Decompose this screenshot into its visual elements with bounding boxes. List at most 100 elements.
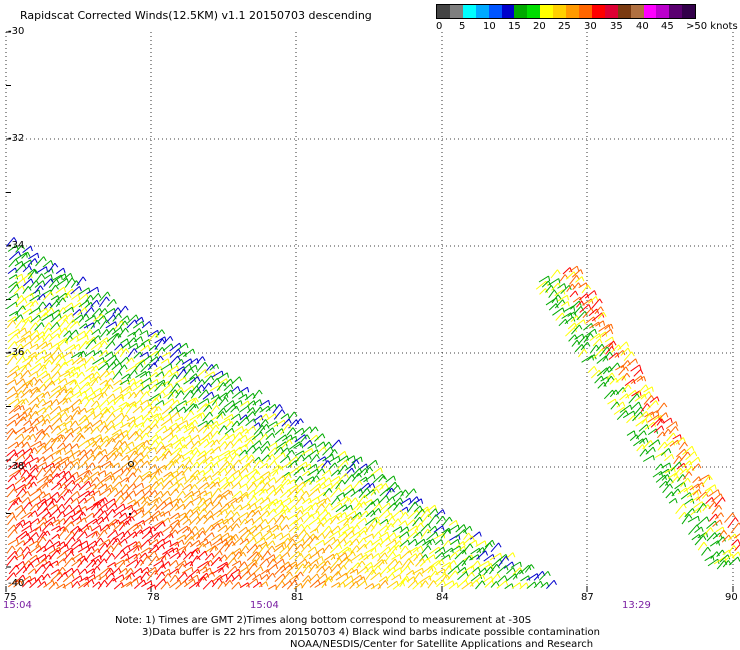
- wind-barb: [696, 516, 708, 526]
- wind-barb: [224, 441, 228, 447]
- wind-barb: [120, 477, 128, 483]
- wind-barb: [140, 384, 149, 392]
- wind-barb: [41, 432, 48, 441]
- wind-barb: [43, 473, 51, 483]
- wind-barb: [97, 448, 106, 456]
- wind-barb: [360, 488, 363, 494]
- wind-barb: [302, 565, 310, 574]
- wind-barb: [153, 413, 161, 419]
- wind-barb: [675, 437, 684, 445]
- wind-barb: [155, 571, 163, 580]
- wind-barb: [62, 356, 66, 362]
- wind-barb: [260, 454, 269, 463]
- wind-barb: [622, 410, 635, 419]
- wind-barb: [132, 541, 140, 548]
- wind-barb: [64, 378, 68, 384]
- wind-barb: [22, 305, 26, 311]
- wind-barb: [27, 533, 31, 539]
- wind-barb: [236, 405, 240, 411]
- wind-barb: [85, 313, 90, 319]
- wind-barb: [137, 501, 140, 507]
- wind-barb: [177, 412, 181, 418]
- wind-barb: [624, 378, 634, 386]
- wind-barb: [271, 545, 276, 551]
- wind-barb: [698, 474, 710, 482]
- wind-barb: [385, 495, 390, 501]
- wind-barb: [6, 449, 15, 457]
- wind-barb: [485, 550, 489, 556]
- wind-barb: [585, 282, 588, 288]
- wind-barb: [188, 419, 196, 429]
- wind-barb: [185, 343, 189, 349]
- wind-barb: [245, 537, 255, 546]
- wind-barb: [62, 566, 66, 572]
- wind-barb: [208, 382, 212, 388]
- wind-barb: [266, 446, 271, 451]
- wind-barb: [15, 454, 24, 462]
- wind-barb: [491, 573, 498, 582]
- wind-barb: [307, 524, 311, 530]
- wind-barb: [85, 365, 94, 373]
- wind-barb: [265, 581, 269, 587]
- wind-barb: [202, 530, 207, 536]
- wind-barb: [683, 485, 693, 493]
- wind-barb: [125, 441, 133, 448]
- wind-barb: [203, 491, 212, 497]
- wind-barb: [64, 557, 73, 568]
- wind-barb: [170, 363, 173, 369]
- colorbar-swatch: [617, 5, 631, 18]
- wind-barb: [56, 551, 66, 559]
- wind-barb: [106, 537, 115, 548]
- wind-barb: [204, 524, 213, 534]
- wind-barb: [121, 421, 124, 427]
- wind-barb: [224, 468, 228, 474]
- wind-barb: [64, 531, 73, 541]
- wind-barb: [114, 343, 122, 351]
- wind-barb: [427, 528, 432, 534]
- wind-barb: [22, 551, 30, 560]
- wind-barb: [496, 580, 507, 589]
- wind-barb: [115, 487, 119, 493]
- wind-barb: [18, 497, 23, 503]
- wind-barb: [78, 313, 87, 323]
- wind-barb: [104, 510, 108, 516]
- wind-barb: [356, 524, 361, 530]
- wind-barb: [97, 497, 106, 506]
- wind-barb: [153, 366, 161, 372]
- wind-barb: [239, 376, 243, 382]
- wind-barb: [76, 449, 85, 457]
- wind-barb: [327, 560, 331, 566]
- wind-barb: [625, 389, 636, 399]
- wind-barb: [224, 510, 232, 519]
- wind-barb: [709, 540, 719, 547]
- wind-barb: [434, 573, 446, 583]
- wind-barb: [280, 564, 291, 574]
- colorbar-label-45: 45: [661, 21, 674, 32]
- wind-barb: [21, 525, 31, 532]
- wind-barb: [281, 473, 290, 484]
- wind-barb: [78, 375, 90, 385]
- wind-barb: [223, 481, 232, 490]
- wind-barb: [316, 454, 320, 459]
- wind-barb: [288, 467, 298, 475]
- wind-barb: [7, 579, 18, 588]
- wind-barb: [237, 434, 246, 442]
- wind-barb: [267, 421, 277, 428]
- wind-barb: [34, 431, 43, 443]
- wind-barb: [398, 544, 402, 550]
- wind-barb: [183, 475, 194, 485]
- wind-barb: [231, 504, 235, 510]
- wind-barb: [68, 489, 73, 494]
- wind-barb: [20, 314, 24, 320]
- wind-barb: [188, 581, 198, 590]
- wind-barb: [490, 563, 493, 569]
- wind-barb: [14, 273, 23, 279]
- wind-barb: [378, 475, 385, 483]
- wind-barb: [59, 417, 63, 423]
- wind-barb: [281, 537, 289, 546]
- wind-barb: [557, 294, 562, 300]
- wind-barb: [177, 355, 181, 361]
- lat-lon-grid: [5, 31, 734, 592]
- wind-barb: [419, 552, 424, 558]
- wind-barb: [218, 489, 229, 498]
